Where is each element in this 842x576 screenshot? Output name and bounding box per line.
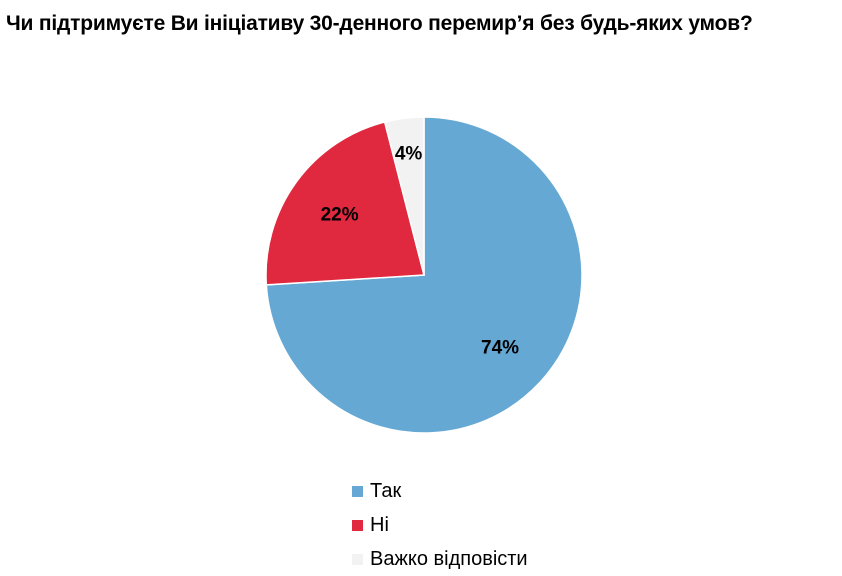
legend-item-tak: Так (352, 474, 528, 508)
pie-slice-3 (383, 116, 425, 276)
legend-swatch (352, 519, 363, 531)
data-label-2: 22% (321, 205, 359, 226)
legend-label: Важко відповісти (370, 547, 528, 570)
legend-label: Так (370, 479, 402, 502)
legend-swatch (352, 553, 363, 565)
legend: Так Ні Важко відповісти (352, 474, 528, 576)
data-label-3: 4% (395, 144, 423, 165)
legend-item-vazhko: Важко відповісти (352, 542, 528, 576)
legend-label: Ні (370, 513, 389, 536)
pie-slice-2 (265, 121, 425, 286)
legend-item-ni: Ні (352, 508, 528, 542)
data-label-1: 74% (481, 337, 519, 358)
legend-swatch (352, 485, 363, 497)
chart-title: Чи підтримуєте Ви ініціативу 30-денного … (6, 12, 753, 35)
